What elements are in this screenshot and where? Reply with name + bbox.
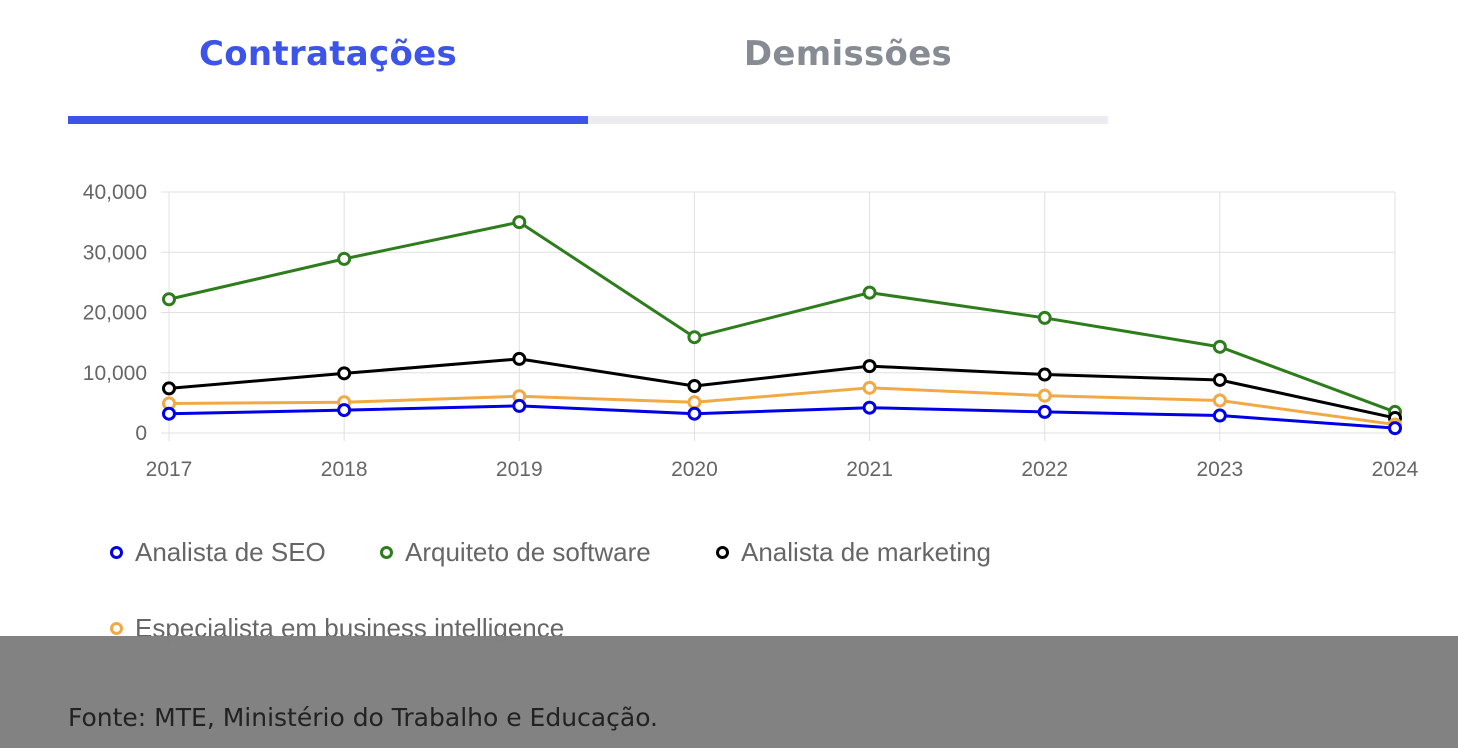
legend-item-arquiteto-de-software[interactable]: Arquiteto de software [380, 532, 651, 572]
y-tick-label: 10,000 [83, 362, 147, 385]
series-line [168, 220, 1396, 414]
series-line [168, 357, 1396, 420]
chart-axes: 0 10,000 20,000 30,000 40,000 2017 2018 2019 202… [83, 181, 1419, 481]
data-point [1212, 339, 1227, 354]
x-tick-label: 2023 [1196, 458, 1243, 481]
chart-canvas: 0 10,000 20,000 30,000 40,000 2017 2018 2019 202… [83, 181, 1419, 481]
series-line [168, 386, 1396, 427]
x-tick-label: 2018 [321, 458, 368, 481]
data-point [1388, 421, 1402, 436]
data-point [1037, 404, 1052, 419]
legend-item-analista-de-marketing[interactable]: Analista de marketing [716, 532, 991, 572]
data-point [862, 400, 877, 415]
legend-label: Analista de SEO [135, 536, 326, 567]
tab-contratacoes-label: Contratações [198, 34, 458, 74]
data-point [1037, 310, 1052, 325]
tab-demissoes-indicator [588, 116, 1108, 124]
legend-marker-icon [110, 545, 123, 559]
data-point [162, 406, 176, 421]
data-point [687, 406, 702, 421]
tab-demissoes[interactable]: Demissões [588, 20, 1108, 124]
x-tick-label: 2024 [1372, 458, 1419, 481]
y-tick-label: 30,000 [83, 241, 147, 264]
x-tick-label: 2022 [1021, 458, 1068, 481]
y-tick-label: 0 [135, 422, 147, 445]
line-chart: 0 10,000 20,000 30,000 40,000 2017 2018 2019 202… [0, 150, 1458, 500]
data-point [337, 403, 352, 418]
x-tick-label: 2021 [846, 458, 893, 481]
data-point [1212, 393, 1227, 408]
tab-contratacoes-indicator [68, 116, 588, 124]
data-point [512, 398, 527, 413]
legend-marker-icon [716, 545, 729, 559]
data-point [687, 395, 702, 410]
y-tick-label: 20,000 [83, 302, 147, 325]
data-point [862, 380, 877, 395]
data-point [337, 251, 352, 266]
data-point [512, 215, 527, 230]
data-point [162, 381, 176, 396]
data-point [162, 292, 176, 307]
data-point [862, 285, 877, 300]
data-point [687, 379, 702, 394]
x-tick-label: 2020 [671, 458, 718, 481]
tab-bar: Contratações Demissões [68, 20, 1108, 124]
legend-marker-icon [110, 621, 123, 635]
legend-label: Arquiteto de software [405, 536, 651, 567]
data-point [687, 330, 702, 345]
data-point [512, 351, 527, 366]
chart-series [162, 215, 1402, 436]
data-point [1037, 388, 1052, 403]
source-note: Fonte: MTE, Ministério do Trabalho e Edu… [68, 703, 658, 732]
data-point [337, 366, 352, 381]
data-point [1037, 367, 1052, 382]
data-point [1212, 408, 1227, 423]
x-tick-label: 2017 [146, 458, 193, 481]
legend-item-analista-de-seo[interactable]: Analista de SEO [110, 532, 326, 572]
legend-label: Analista de marketing [741, 536, 992, 567]
series-line [168, 404, 1396, 430]
data-point [1212, 372, 1227, 387]
dim-overlay [0, 636, 1458, 748]
legend-marker-icon [380, 545, 393, 559]
tab-demissoes-label: Demissões [743, 34, 953, 74]
data-point [862, 359, 877, 374]
x-tick-label: 2019 [496, 458, 543, 481]
tab-contratacoes[interactable]: Contratações [68, 20, 588, 124]
y-tick-label: 40,000 [83, 181, 147, 204]
